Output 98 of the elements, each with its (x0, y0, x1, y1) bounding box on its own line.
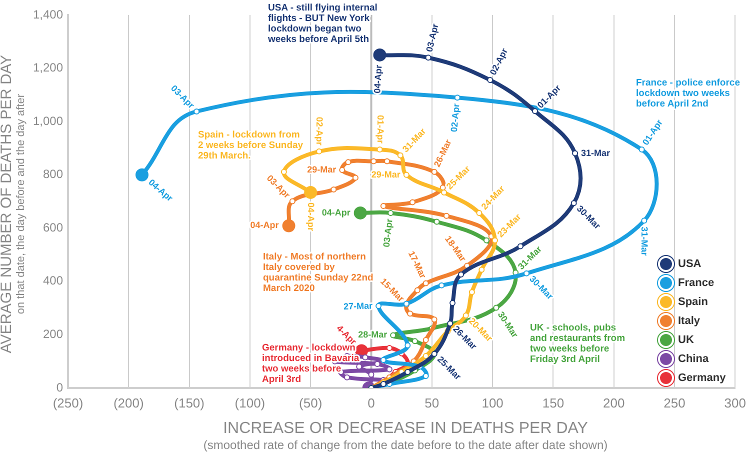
point (280, 168, 287, 175)
point (422, 280, 429, 286)
point (330, 186, 337, 193)
point (447, 320, 454, 327)
point (572, 150, 578, 156)
legend-label: Spain (678, 296, 708, 308)
data-label: 02-Apr (448, 102, 462, 132)
point (454, 94, 460, 101)
data-label: 31-Mar (640, 226, 650, 256)
point (483, 237, 490, 244)
point (425, 54, 432, 61)
point (194, 108, 200, 114)
point (376, 302, 382, 309)
y-tick-label: 200 (42, 327, 64, 342)
data-label: 02-Apr (314, 116, 325, 146)
y-tick-label: 600 (42, 220, 64, 234)
legend-label: UK (678, 334, 694, 346)
y-axis-title: AVERAGE NUMBER OF DEATHS PER DAY on that date, the day before and the day after (0, 54, 28, 356)
point (487, 77, 494, 84)
data-label: 29-Mar (307, 164, 337, 175)
x-tick-label: 250 (664, 395, 686, 410)
point (422, 337, 429, 344)
point (478, 266, 485, 273)
point (434, 218, 440, 225)
point (443, 212, 450, 219)
x-tick-label: 100 (482, 395, 504, 410)
point (524, 270, 530, 276)
point (404, 342, 411, 348)
legend-label: Germany (678, 372, 726, 384)
point (407, 310, 414, 317)
point (397, 152, 404, 158)
point (438, 282, 445, 288)
point (388, 210, 394, 216)
y-tick-label: 400 (42, 274, 64, 288)
data-label: 04-Apr (372, 64, 384, 94)
x-tick-label: (250) (52, 395, 84, 410)
point (532, 108, 538, 114)
point (412, 338, 418, 344)
point (493, 304, 500, 311)
point (468, 289, 475, 296)
data-label: 04-Apr (250, 220, 280, 230)
data-label: 04-Apr (322, 207, 351, 218)
point (384, 158, 390, 164)
data-label: 31-Mar (581, 148, 611, 158)
point (414, 287, 420, 294)
y-tick-label: 0 (56, 380, 64, 394)
legend-label: France (678, 276, 714, 288)
y-tick-label: 1,000 (32, 114, 64, 128)
x-tick-label: (50) (299, 395, 322, 410)
point (409, 199, 416, 206)
point (345, 159, 352, 166)
data-label: 03-Apr (381, 218, 394, 248)
annotation: France - police enforce lockdown two weeks before April 2nd (636, 77, 740, 110)
point (476, 210, 482, 216)
y-tick-label: 1,400 (32, 7, 64, 22)
y-tick-label: 1,200 (32, 60, 64, 75)
x-tick-label: (200) (113, 395, 144, 410)
point (641, 218, 648, 224)
data-label: 27-Mar (343, 300, 374, 312)
annotation: UK - schools, pubs and restaurants from two weeks before Friday 3rd April (530, 322, 626, 365)
point (362, 354, 368, 360)
data-label: 01-Apr (375, 115, 386, 144)
legend-label: Italy (678, 314, 700, 326)
legend-label: USA (678, 258, 702, 270)
point (422, 353, 429, 360)
point (352, 174, 358, 181)
x-tick-label: (100) (234, 395, 266, 410)
point (339, 167, 346, 174)
x-tick-label: (150) (174, 395, 204, 410)
point (462, 312, 469, 319)
point (431, 168, 438, 175)
data-label: 04-Apr (306, 202, 316, 232)
y-tick-label: 800 (42, 167, 64, 182)
legend-label: China (678, 352, 709, 364)
annotation: Italy - Most of northern Italy covered by quarantine Sunday 22nd March 2020 (263, 251, 374, 294)
annotation: Spain - lockdown from 2 weeks before Sunday 29th March. (198, 129, 304, 162)
data-label: 03-Apr (424, 22, 440, 53)
point (492, 237, 498, 244)
annotation: USA - still flying internal flights - BUT New York lockdown began two weeks before April 5th (267, 2, 378, 45)
point (431, 316, 438, 323)
x-axis-title: INCREASE OR DECREASE IN DEATHS PER DAY (smoothed rate of change from the date before to the date after date shown) (202, 420, 609, 454)
point (344, 374, 350, 380)
x-tick-label: 300 (724, 395, 746, 410)
x-tick-label: 50 (424, 395, 440, 410)
point (458, 272, 464, 278)
x-tick-label: 0 (368, 395, 375, 410)
point (570, 200, 577, 206)
point (316, 148, 322, 154)
x-tick-label: 200 (603, 395, 625, 410)
point (403, 172, 410, 178)
point (289, 198, 296, 204)
point (638, 146, 645, 153)
point (422, 373, 429, 380)
x-tick-label: 150 (542, 395, 564, 410)
data-label: 28-Mar (358, 330, 388, 340)
point (404, 369, 411, 376)
data-label: 29-Mar (371, 169, 401, 180)
point (441, 189, 448, 196)
